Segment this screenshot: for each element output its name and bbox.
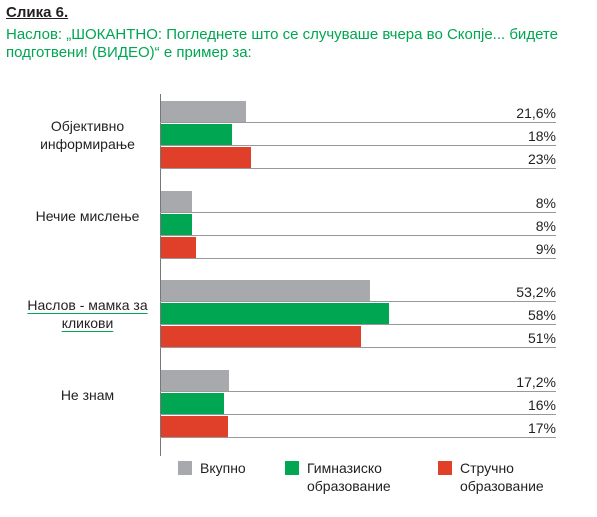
value-label: 17% <box>527 419 556 436</box>
bar <box>161 101 246 122</box>
bar <box>161 369 229 391</box>
category-label: Нечие мислење <box>20 207 155 225</box>
legend-label: Гимназиско образование <box>307 460 391 494</box>
value-label: 9% <box>535 240 556 257</box>
category-label: Наслов - мамка за кликови <box>20 296 155 332</box>
value-label: 58% <box>527 307 556 323</box>
value-label: 51% <box>527 330 556 346</box>
value-label: 21,6% <box>516 105 556 121</box>
category-text: Наслов - мамка за кликови <box>27 297 148 331</box>
chart-title: Слика 6. <box>6 4 69 21</box>
category-label: Не знам <box>20 386 155 404</box>
bar <box>161 147 252 168</box>
value-label: 8% <box>535 217 556 234</box>
bar <box>161 392 224 414</box>
legend-marker <box>438 461 452 475</box>
legend-label: Вкупно <box>200 460 246 476</box>
value-label: 17,2% <box>516 373 556 390</box>
value-label: 53,2% <box>516 284 556 300</box>
category-text: Објективно информирање <box>40 118 135 152</box>
bar <box>161 326 362 347</box>
category-label: Објективно информирање <box>20 117 155 153</box>
bar <box>161 236 197 258</box>
bar <box>161 213 193 235</box>
row-line <box>160 168 556 169</box>
row-line <box>160 347 556 348</box>
row-line <box>160 234 556 236</box>
value-label: 18% <box>527 128 556 144</box>
chart-subtitle: Наслов: „ШОКАНТНО: Погледнете што се слу… <box>6 26 558 61</box>
legend-label: Стручно образование <box>460 460 544 494</box>
value-label: 8% <box>535 194 556 211</box>
value-label: 23% <box>527 151 556 167</box>
bar <box>161 415 228 437</box>
row-line <box>160 324 556 325</box>
legend-marker <box>178 461 192 475</box>
row-line <box>160 390 556 392</box>
bar <box>161 280 371 301</box>
legend-marker <box>285 461 299 475</box>
bar <box>161 190 193 212</box>
row-line <box>160 301 556 302</box>
axis-line <box>160 94 161 456</box>
row-line <box>160 122 556 123</box>
category-text: Нечие мислење <box>35 207 140 224</box>
row-line <box>160 145 556 146</box>
bar <box>161 124 232 145</box>
bar <box>161 303 389 324</box>
row-line <box>160 436 556 438</box>
row-line <box>160 413 556 415</box>
value-label: 16% <box>527 396 556 413</box>
row-line <box>160 211 556 213</box>
category-text: Не знам <box>60 386 115 403</box>
row-line <box>160 257 556 259</box>
